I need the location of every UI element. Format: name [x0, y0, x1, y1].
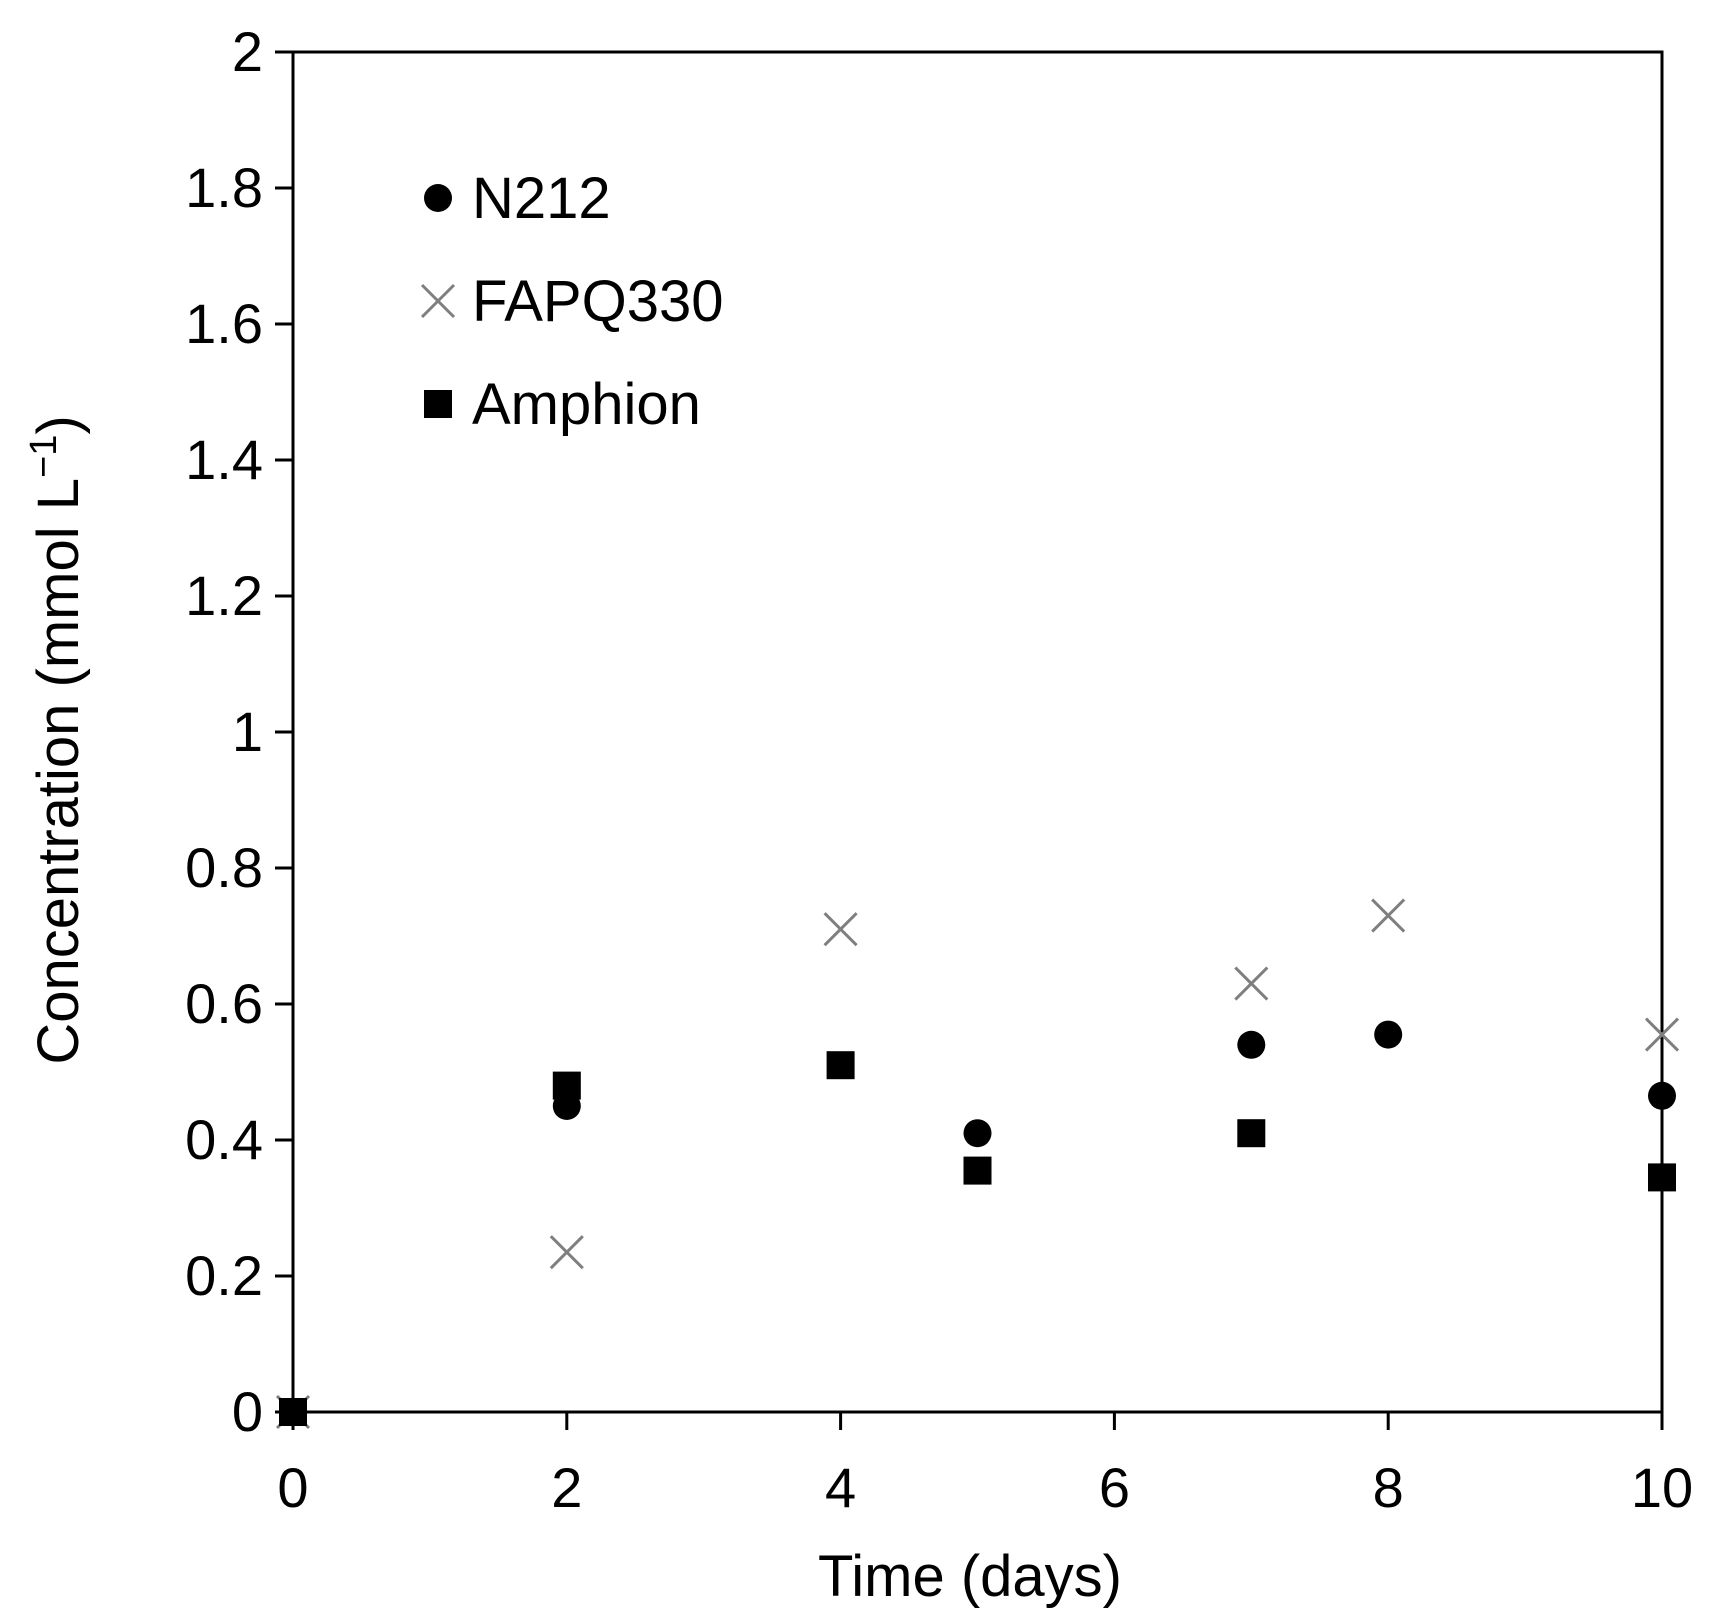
data-marks — [275, 898, 1680, 1430]
legend-marker-amphion — [424, 390, 452, 418]
point-amphion — [552, 1071, 581, 1100]
point-fapq330 — [1234, 966, 1269, 1001]
x-marker-stroke — [1644, 1017, 1680, 1052]
x-tick-label: 0 — [277, 1456, 308, 1519]
plot-frame — [291, 50, 1664, 1414]
y-axis-title-close: ) — [26, 415, 91, 434]
y-tick-label: 0 — [232, 1380, 263, 1443]
y-tick-label: 0.6 — [185, 972, 263, 1035]
legend-label-fapq330: FAPQ330 — [472, 269, 723, 334]
point-amphion — [279, 1398, 307, 1426]
legend-marker-n212 — [424, 184, 452, 212]
axes: 0 0.2 0.4 0.6 0.8 1 1.2 1.4 1.6 1.8 2 0 2 4 6 8 10 — [185, 20, 1693, 1519]
point-fapq330 — [1371, 898, 1406, 933]
point-amphion — [963, 1156, 992, 1185]
x-marker-stroke — [549, 1235, 584, 1270]
x-marker-stroke — [1371, 898, 1406, 933]
y-tick-label: 1.2 — [185, 564, 263, 627]
point-amphion — [1648, 1163, 1676, 1192]
point-fapq330 — [549, 1235, 584, 1270]
y-tick-label: 1 — [232, 700, 263, 763]
legend: N212 FAPQ330 Amphion — [420, 166, 723, 437]
x-tick-label: 2 — [551, 1456, 582, 1519]
y-axis-title-superscript: −1 — [23, 435, 65, 478]
point-n212 — [1374, 1020, 1403, 1049]
point-amphion — [1237, 1119, 1266, 1148]
point-n212 — [1237, 1030, 1266, 1059]
legend-label-amphion: Amphion — [472, 372, 701, 437]
x-tick-label: 6 — [1099, 1456, 1130, 1519]
y-tick-label: 1.6 — [185, 292, 263, 355]
y-tick-label: 1.4 — [185, 428, 263, 491]
x-marker-stroke — [1234, 966, 1269, 1001]
point-n212 — [963, 1119, 992, 1148]
legend-label-n212: N212 — [472, 166, 611, 231]
y-tick-label: 0.8 — [185, 836, 263, 899]
y-tick-label: 0.2 — [185, 1244, 263, 1307]
point-n212 — [1648, 1081, 1676, 1110]
x-tick-label: 10 — [1631, 1456, 1693, 1519]
point-fapq330 — [1644, 1017, 1680, 1052]
point-amphion — [826, 1051, 855, 1080]
y-tick-label: 2 — [232, 20, 263, 83]
y-tick-label: 1.8 — [185, 156, 263, 219]
x-tick-label: 8 — [1373, 1456, 1404, 1519]
x-axis-title: Time (days) — [818, 1544, 1122, 1609]
x-tick-label: 4 — [825, 1456, 856, 1519]
point-fapq330 — [823, 912, 858, 947]
x-marker-stroke — [823, 912, 858, 947]
legend-marker-fapq330 — [420, 283, 456, 319]
x-marker-stroke — [420, 283, 456, 319]
y-axis-title-main: Concentration (mmol L — [26, 478, 91, 1065]
y-tick-label: 0.4 — [185, 1108, 263, 1171]
y-axis-title: Concentration (mmol L−1) — [23, 415, 91, 1064]
